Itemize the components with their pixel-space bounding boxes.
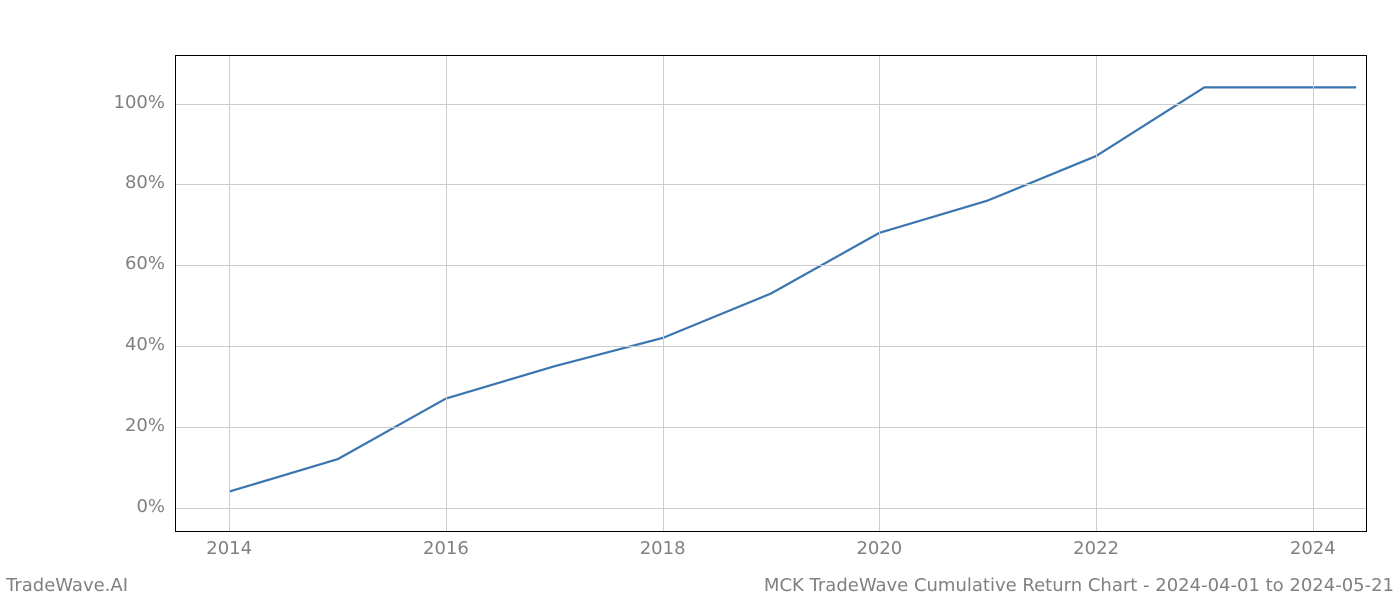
x-tick-label: 2018 <box>623 538 703 559</box>
x-tick-label: 2014 <box>189 538 269 559</box>
x-gridline <box>1313 56 1314 531</box>
x-gridline <box>879 56 880 531</box>
y-gridline <box>176 508 1366 509</box>
chart-container: 2014 2016 2018 2020 2022 2024 0% 20% 40% 60% 80% 10… <box>0 0 1400 600</box>
y-tick-label: 20% <box>125 415 165 436</box>
y-gridline <box>176 346 1366 347</box>
series-line-cumulative_return <box>229 87 1356 491</box>
y-tick-label: 80% <box>125 172 165 193</box>
y-tick-label: 60% <box>125 253 165 274</box>
line-layer <box>0 0 1400 600</box>
x-gridline <box>1096 56 1097 531</box>
y-gridline <box>176 184 1366 185</box>
x-gridline <box>229 56 230 531</box>
x-gridline <box>446 56 447 531</box>
y-gridline <box>176 427 1366 428</box>
y-tick-label: 0% <box>136 496 165 517</box>
x-tick-label: 2016 <box>406 538 486 559</box>
y-tick-label: 100% <box>114 92 165 113</box>
footer-right-label: MCK TradeWave Cumulative Return Chart - … <box>764 575 1394 596</box>
x-gridline <box>663 56 664 531</box>
x-tick-label: 2020 <box>839 538 919 559</box>
x-tick-label: 2024 <box>1273 538 1353 559</box>
y-gridline <box>176 104 1366 105</box>
y-tick-label: 40% <box>125 334 165 355</box>
footer-left-label: TradeWave.AI <box>6 575 128 596</box>
x-tick-label: 2022 <box>1056 538 1136 559</box>
y-gridline <box>176 265 1366 266</box>
